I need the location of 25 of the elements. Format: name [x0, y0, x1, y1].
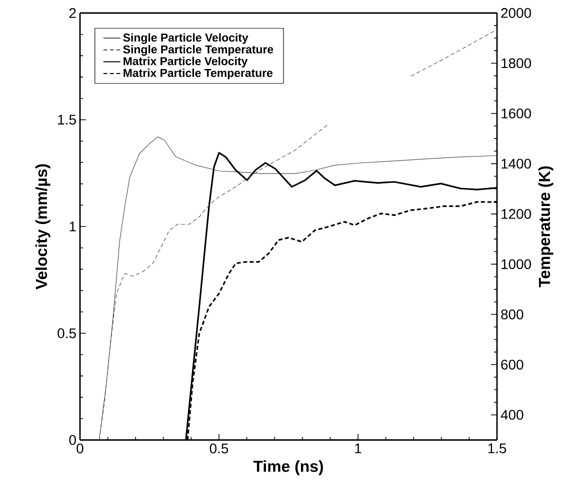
y-tick-label: 0.5 — [58, 328, 76, 338]
legend-label: Matrix Particle Temperature — [124, 68, 273, 80]
x-tick-label: 0.5 — [210, 444, 228, 454]
x-tick-label: 1 — [355, 444, 362, 454]
y2-tick-label: 1000 — [502, 259, 532, 270]
y2-tick-label: 1600 — [502, 108, 532, 118]
y-tick-label: 1.5 — [58, 114, 76, 125]
x-tick-label: 0 — [76, 444, 84, 454]
y2-tick-label: 1800 — [502, 58, 532, 68]
y2-axis-title: Temperature (K) — [538, 166, 554, 288]
legend-label: Matrix Particle Velocity — [124, 56, 248, 68]
y-axis-title: Velocity (mm/µs) — [35, 164, 50, 290]
y2-tick-label: 800 — [501, 309, 524, 320]
y-tick-label: 0 — [69, 435, 76, 445]
y-tick-label: 2 — [69, 8, 76, 18]
y2-tick-label: 400 — [500, 410, 524, 420]
legend-label: Single Particle Temperature — [123, 45, 274, 56]
y2-tick-label: 600 — [501, 360, 524, 370]
y2-tick-label: 2000 — [501, 8, 532, 18]
y2-tick-label: 1200 — [502, 208, 532, 219]
x-axis-title: Time (ns) — [253, 460, 323, 476]
y2-tick-label: 1400 — [502, 158, 532, 169]
y-tick-label: 1 — [70, 222, 76, 232]
x-tick-label: 1.5 — [488, 444, 506, 454]
legend-label: Single Particle Velocity — [123, 33, 248, 44]
